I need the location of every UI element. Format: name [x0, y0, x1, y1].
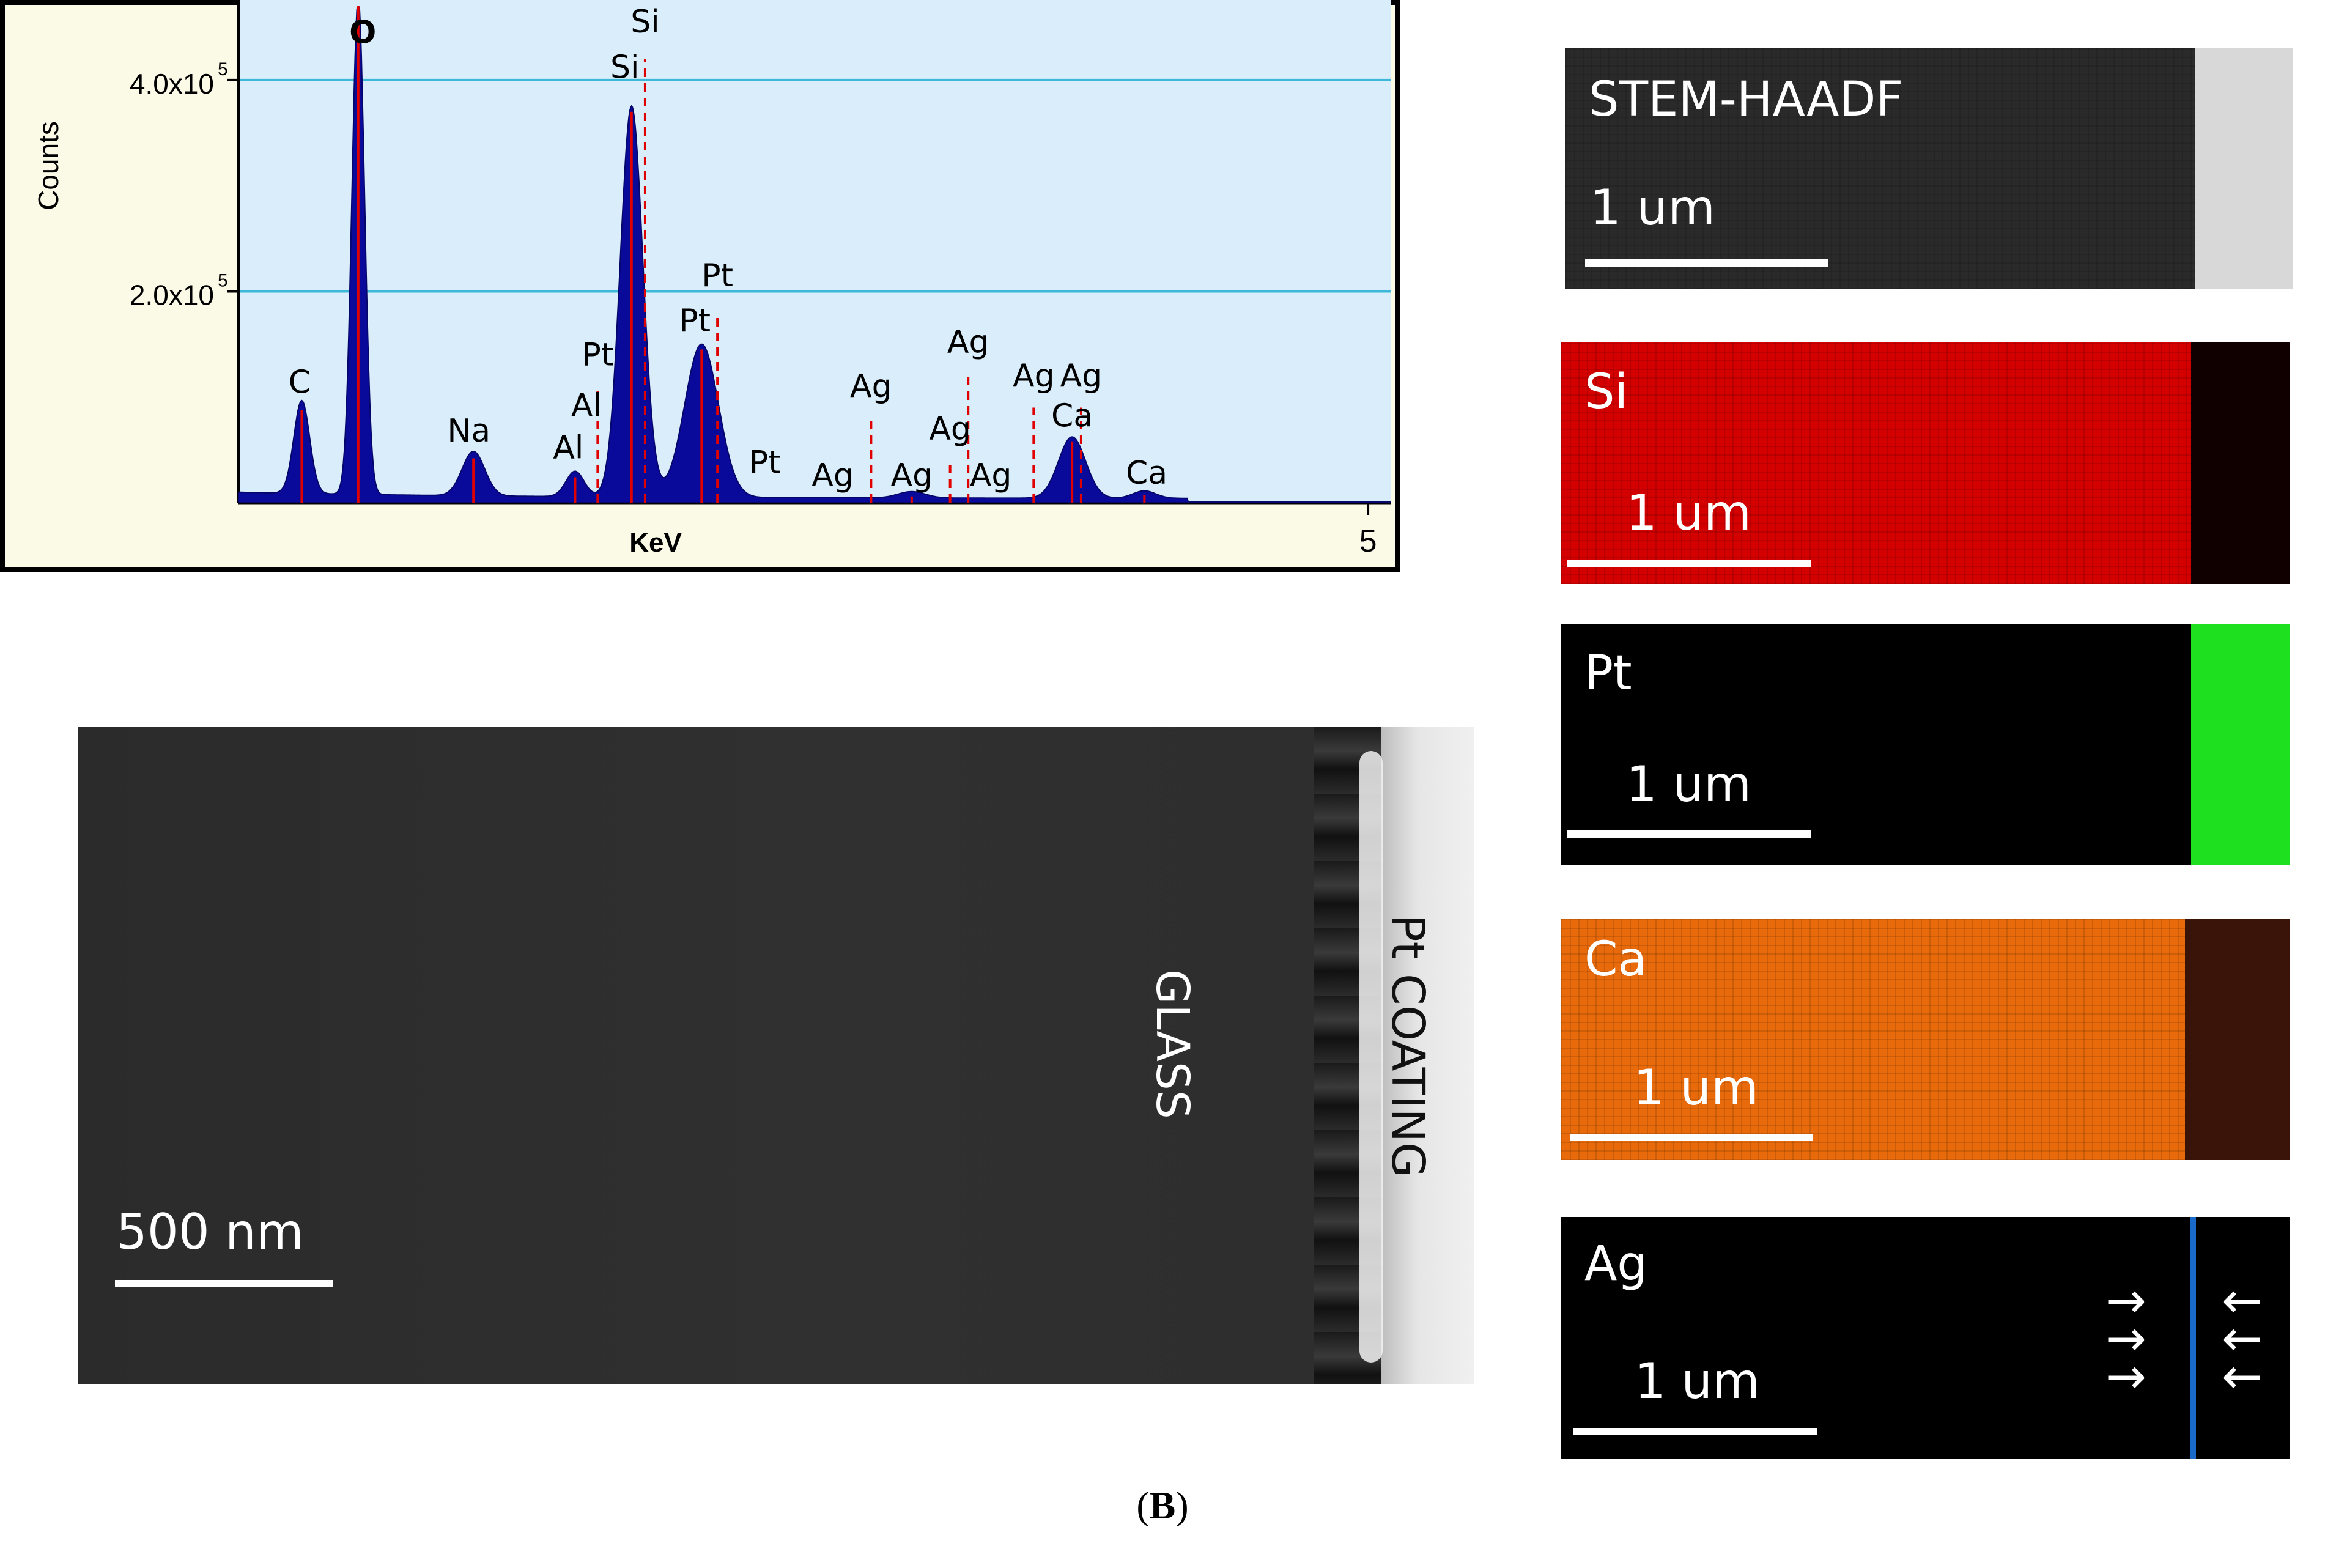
peak-annotation: Ca: [1126, 455, 1167, 492]
map-panel-label: Ca: [1584, 932, 1647, 987]
map-scale-label: 1 um: [1633, 1059, 1759, 1116]
peak-annotation: Ag: [891, 457, 933, 494]
peak-annotation: Ag: [811, 457, 854, 494]
y-tick-exponent: 5: [218, 270, 228, 290]
map-scale-bar: [1573, 1428, 1817, 1435]
y-tick-exponent: 5: [218, 59, 228, 80]
map-scale-label: 1 um: [1590, 179, 1715, 236]
peak-annotation: Ag: [970, 457, 1012, 494]
peak-annotation: Ag: [1013, 358, 1055, 394]
map-coating-area: [2185, 1217, 2290, 1459]
map-glass-area: [1565, 48, 2195, 289]
map-coating-area: [2185, 919, 2290, 1160]
map-coating-area: [2191, 342, 2290, 584]
map-panel-label: Pt: [1584, 646, 1632, 701]
x-axis-label: KeV: [629, 528, 682, 558]
arrow-right-icon: →: [2105, 1272, 2147, 1329]
peak-annotation: Ag: [850, 368, 892, 405]
map-panel-pt: Pt 1 um: [1561, 624, 2290, 865]
map-scale-bar: [1567, 560, 1811, 567]
peak-annotation: Ca: [1051, 398, 1093, 435]
spectrum-series: [238, 6, 1391, 503]
arrow-left-icon: ←: [2222, 1272, 2263, 1329]
peak-annotation: Na: [447, 413, 490, 449]
map-scale-label: 1 um: [1626, 484, 1751, 541]
peak-annotation: Ag: [947, 324, 989, 361]
map-coating-area: [2191, 624, 2290, 865]
figure-caption: (B): [1136, 1484, 1189, 1527]
peak-annotation: Ag: [929, 410, 971, 447]
peak-annotation: O: [349, 14, 376, 51]
y-tick-label: 4.0x10: [130, 68, 214, 100]
peak-annotation: Si: [630, 4, 659, 40]
x-tick-label: 5: [1359, 523, 1377, 559]
map-glass-area: [1561, 342, 2191, 584]
map-panel-label: STEM-HAADF: [1589, 72, 1904, 127]
tem-scale-label: 500 nm: [116, 1204, 304, 1260]
peak-annotation: Ag: [1060, 358, 1103, 394]
peak-annotation: Al: [571, 387, 602, 424]
tem-cross-section-image: GLASS Pt COATING 500 nm: [78, 727, 1474, 1384]
glass-region: [78, 727, 1314, 1384]
peak-annotation: C: [289, 364, 311, 401]
peak-annotation: Pt: [582, 336, 613, 373]
plot-area: [238, 0, 1391, 503]
map-glass-area: [1561, 624, 2191, 865]
coating-boundary-wave: [1359, 751, 1383, 1363]
y-tick-label: 2.0x10: [130, 279, 214, 311]
glass-label-overlay: GLASS: [1146, 969, 1199, 1119]
map-panel-label: Ag: [1584, 1237, 1647, 1292]
map-glass-area: [1561, 1217, 2185, 1459]
map-scale-label: 1 um: [1626, 756, 1751, 813]
map-scale-bar: [1567, 830, 1811, 838]
arrow-right-icon: →: [2105, 1310, 2147, 1367]
peak-annotation: Al: [553, 429, 583, 466]
y-axis-label: Counts: [32, 121, 64, 210]
eds-spectrum-chart: 2.0x10 5 4.0x10 5 5 KeV Counts O Si Si Pt Pt Pt Al Al N…: [0, 0, 1400, 572]
map-scale-bar: [1585, 259, 1828, 267]
arrow-right-icon: →: [2105, 1348, 2147, 1405]
peak-annotation: Si: [610, 49, 639, 86]
map-scale-bar: [1570, 1134, 1813, 1141]
map-scale-label: 1 um: [1635, 1353, 1760, 1410]
map-panel-label: Si: [1584, 364, 1628, 420]
peak-annotation: Pt: [701, 257, 733, 294]
map-panel-ag: Ag 1 um → ← → ← → ←: [1561, 1217, 2290, 1459]
ag-signal-line: [2190, 1217, 2196, 1459]
peak-annotation: Pt: [679, 303, 711, 339]
pt-coating-label-overlay: Pt COATING: [1381, 914, 1434, 1178]
map-panel-stem-haadf: STEM-HAADF 1 um: [1565, 48, 2293, 289]
map-coating-area: [2195, 48, 2293, 289]
map-panel-ca: Ca 1 um: [1561, 919, 2290, 1160]
peak-annotation: Pt: [749, 445, 781, 481]
map-glass-area: [1561, 919, 2185, 1160]
arrow-left-icon: ←: [2222, 1310, 2263, 1367]
tem-scale-bar: [115, 1280, 333, 1287]
map-panel-si: Si 1 um: [1561, 342, 2290, 584]
arrow-left-icon: ←: [2222, 1348, 2263, 1405]
pt-coating-region: [1381, 727, 1474, 1384]
